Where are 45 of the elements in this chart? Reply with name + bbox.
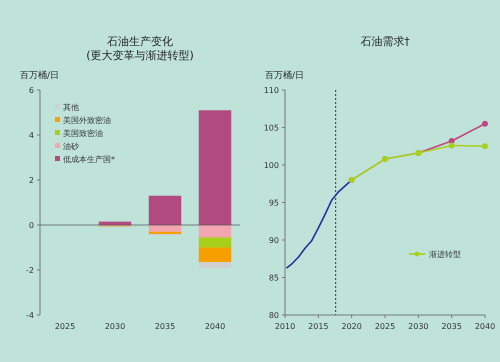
y-tick-label: 110 bbox=[264, 86, 279, 95]
y-tick-label: 4 bbox=[28, 131, 34, 140]
x-tick-label: 2015 bbox=[308, 322, 329, 331]
bar bbox=[148, 196, 182, 225]
x-tick-label: 2020 bbox=[341, 322, 362, 331]
chart-subtitle: (更大变革与渐进转型) bbox=[86, 49, 194, 62]
y-tick-label: 2 bbox=[28, 176, 34, 185]
bar bbox=[198, 225, 232, 238]
point bbox=[482, 120, 488, 127]
x-tick-label: 2025 bbox=[374, 322, 396, 331]
y-tick-label: 90 bbox=[268, 236, 279, 245]
y-axis-title: 百万桶/日 bbox=[265, 70, 304, 81]
chart-title: 石油生产变化 bbox=[107, 35, 173, 48]
point bbox=[482, 143, 488, 150]
x-tick-label: 2035 bbox=[154, 322, 176, 331]
y-tick-label: 105 bbox=[264, 124, 279, 132]
y-tick-label: -4 bbox=[26, 311, 34, 320]
legend-label: 其他 bbox=[63, 103, 79, 112]
legend-label: 低成本生产国* bbox=[63, 155, 115, 164]
x-tick-label: 2010 bbox=[274, 322, 296, 331]
legend-label: 渐进转型 bbox=[429, 250, 461, 259]
x-tick-label: 2040 bbox=[474, 322, 496, 331]
bar bbox=[198, 110, 232, 225]
x-tick-label: 2030 bbox=[408, 322, 429, 331]
legend-label: 美国致密油 bbox=[63, 129, 103, 138]
x-tick-label: 2035 bbox=[441, 322, 462, 331]
x-tick-label: 2025 bbox=[54, 322, 76, 331]
y-tick-label: 95 bbox=[268, 198, 279, 208]
legend-label: 美国外致密油 bbox=[63, 116, 111, 125]
chart-title: 石油需求† bbox=[360, 35, 410, 48]
y-tick-label: 80 bbox=[268, 311, 279, 320]
y-axis-title: 百万桶/日 bbox=[20, 70, 60, 81]
bar bbox=[198, 262, 232, 268]
bar bbox=[148, 225, 182, 232]
bar bbox=[198, 237, 232, 248]
y-tick-label: -2 bbox=[26, 266, 34, 275]
bar bbox=[198, 248, 232, 262]
legend-label: 油砂 bbox=[63, 142, 79, 151]
y-tick-label: 6 bbox=[28, 86, 34, 95]
y-tick-label: 100 bbox=[264, 161, 279, 170]
x-tick-label: 2030 bbox=[104, 322, 126, 331]
x-tick-label: 2040 bbox=[204, 322, 226, 331]
y-tick-label: 85 bbox=[268, 274, 279, 282]
point bbox=[448, 142, 455, 148]
y-tick-label: 0 bbox=[28, 221, 34, 230]
